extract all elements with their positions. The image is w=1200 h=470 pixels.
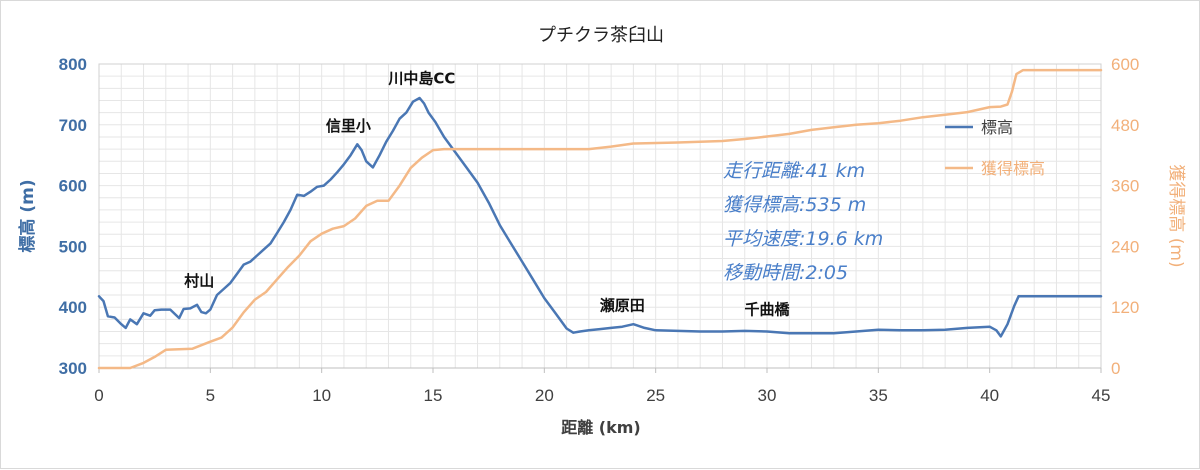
stat-gain: 獲得標高:535 m xyxy=(723,194,866,216)
y2-axis-title: 獲得標高 (m) xyxy=(1166,164,1186,267)
labels-layer: 村山 信里小 川中島CC 瀬原田 千曲橋 xyxy=(184,70,790,319)
x-tick-label: 40 xyxy=(980,386,999,405)
y-tick-label: 600 xyxy=(59,177,87,196)
plot-area xyxy=(98,63,1102,369)
stat-distance: 走行距離:41 km xyxy=(723,160,865,182)
x-tick-label: 30 xyxy=(758,386,777,405)
y-tick-label: 800 xyxy=(59,55,87,74)
place-label: 千曲橋 xyxy=(744,301,790,319)
place-label: 瀬原田 xyxy=(600,296,645,314)
x-tick-label: 45 xyxy=(1092,386,1111,405)
grid xyxy=(98,63,1102,369)
y-tick-label: 700 xyxy=(59,116,87,135)
series-line-elevation xyxy=(97,96,1103,338)
stats-block: 走行距離:41 km 獲得標高:535 m 平均速度:19.6 km 移動時間:… xyxy=(723,160,883,284)
x-tick-label: 15 xyxy=(424,386,443,405)
x-axis-title: 距離 (km) xyxy=(561,418,641,437)
y-tick-label: 300 xyxy=(59,359,87,378)
series-line-gain xyxy=(97,68,1103,370)
y2-tick-label: 0 xyxy=(1111,359,1120,378)
chart-title: プチクラ茶臼山 xyxy=(538,25,664,46)
x-tick-label: 5 xyxy=(206,386,215,405)
x-tick-label: 25 xyxy=(646,386,665,405)
place-label: 村山 xyxy=(184,272,214,290)
place-label: 信里小 xyxy=(326,117,371,135)
y2-tick-label: 360 xyxy=(1111,177,1139,196)
legend-label-gain: 獲得標高 xyxy=(981,159,1045,178)
stat-speed: 平均速度:19.6 km xyxy=(723,228,883,250)
legend-label-elevation: 標高 xyxy=(981,118,1013,137)
y2-tick-label: 600 xyxy=(1111,55,1139,74)
x-tick-label: 35 xyxy=(869,386,888,405)
stat-time: 移動時間:2:05 xyxy=(723,262,848,284)
x-tick-label: 10 xyxy=(312,386,331,405)
x-tick-label: 20 xyxy=(535,386,554,405)
x-tick-label: 0 xyxy=(94,386,103,405)
y2-tick-label: 480 xyxy=(1111,116,1139,135)
legend: 標高 獲得標高 xyxy=(945,118,1045,178)
axes: 300 400 500 600 700 800 0 120 240 360 480 600 0 5 10 15… xyxy=(59,55,1140,405)
place-label: 川中島CC xyxy=(387,70,455,88)
y2-tick-label: 120 xyxy=(1111,298,1139,317)
y-tick-label: 500 xyxy=(59,237,87,256)
y-tick-label: 400 xyxy=(59,298,87,317)
y2-tick-label: 240 xyxy=(1111,237,1139,256)
series-layer xyxy=(97,68,1103,370)
y-axis-title: 標高 (m) xyxy=(17,179,38,252)
